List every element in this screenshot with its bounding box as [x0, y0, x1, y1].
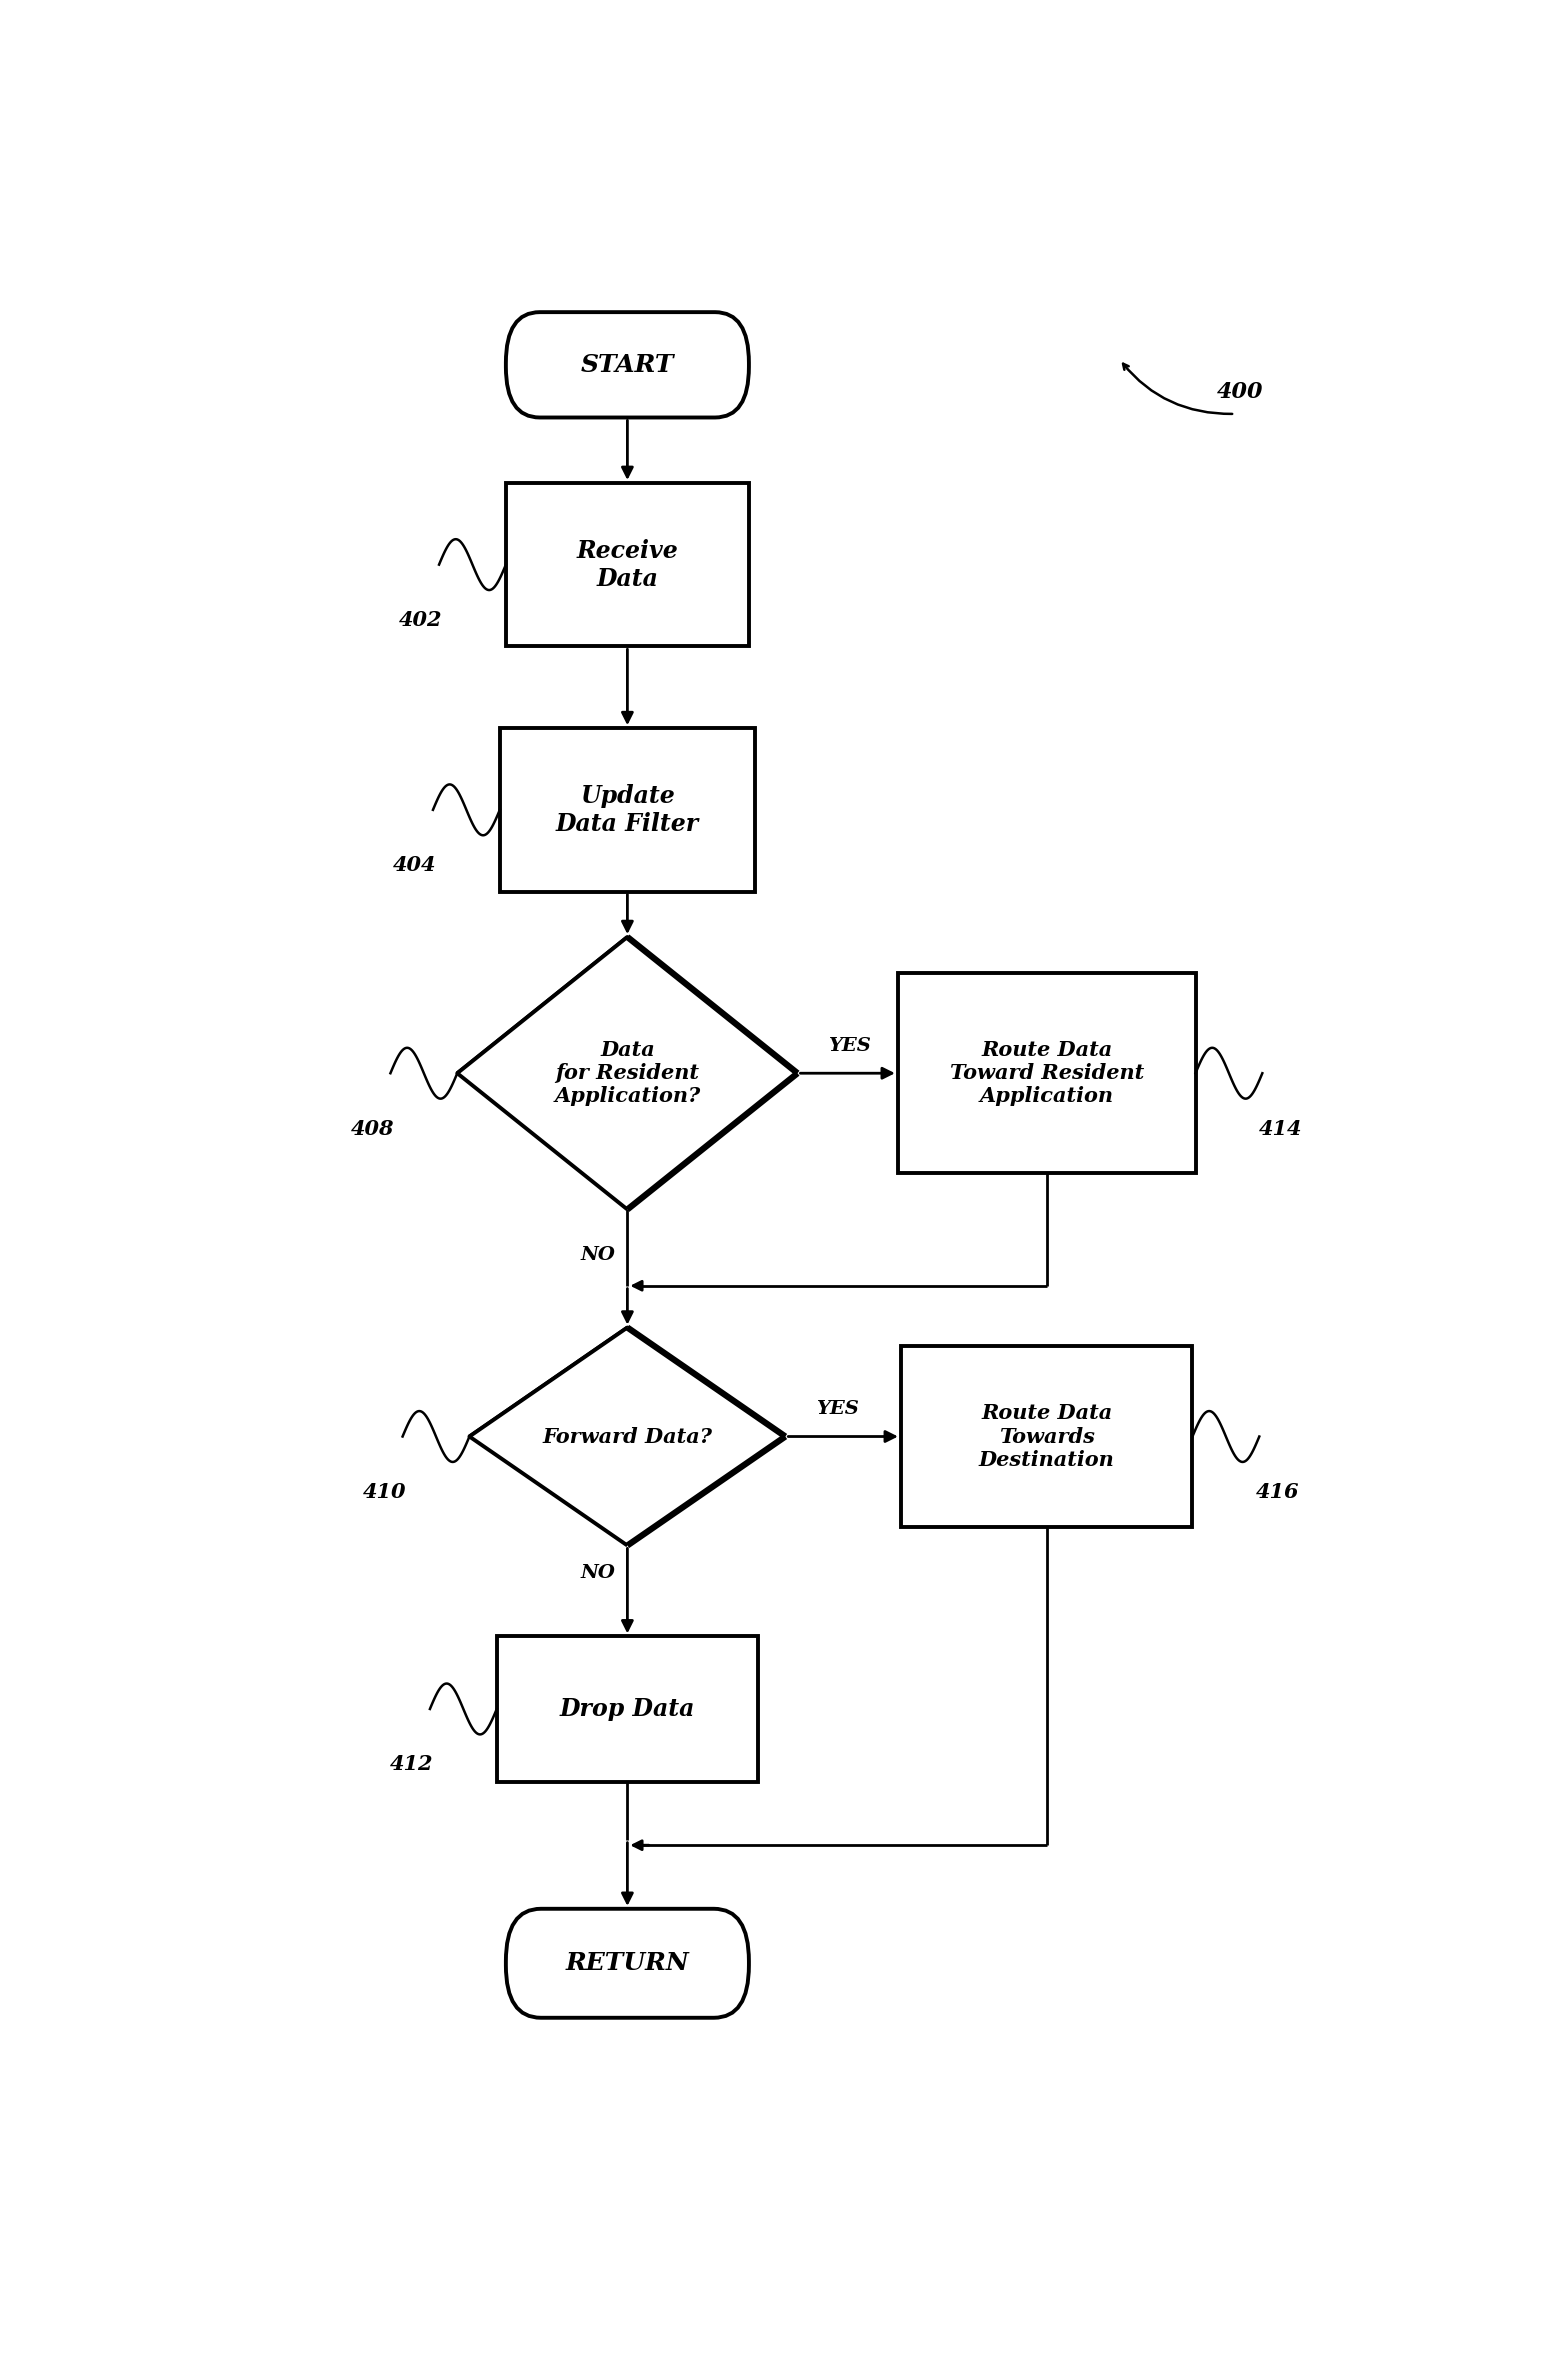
FancyBboxPatch shape — [506, 311, 750, 418]
Text: NO: NO — [580, 1246, 615, 1264]
Bar — [497, 1637, 757, 1781]
Text: NO: NO — [580, 1564, 615, 1581]
Text: Route Data
Towards
Destination: Route Data Towards Destination — [978, 1404, 1115, 1470]
Text: RETURN: RETURN — [566, 1951, 690, 1974]
Text: 410: 410 — [362, 1481, 406, 1503]
FancyBboxPatch shape — [506, 1908, 750, 2017]
Polygon shape — [458, 937, 798, 1210]
Text: Route Data
Toward Resident
Application: Route Data Toward Resident Application — [950, 1040, 1143, 1106]
Text: YES: YES — [828, 1038, 870, 1054]
Bar — [506, 484, 750, 646]
Text: 400: 400 — [1217, 382, 1264, 403]
Text: Update
Data Filter: Update Data Filter — [555, 783, 699, 835]
Text: Drop Data: Drop Data — [560, 1696, 695, 1722]
Bar — [900, 1345, 1192, 1526]
Text: 402: 402 — [400, 611, 442, 630]
Text: START: START — [580, 354, 674, 377]
Text: 412: 412 — [390, 1755, 433, 1774]
Text: 404: 404 — [394, 856, 436, 875]
Text: 408: 408 — [351, 1118, 394, 1139]
Bar — [500, 729, 754, 892]
Bar — [898, 974, 1195, 1172]
Text: 416: 416 — [1256, 1481, 1300, 1503]
Text: Receive
Data: Receive Data — [577, 538, 679, 590]
Text: Data
for Resident
Application?: Data for Resident Application? — [554, 1040, 701, 1106]
Polygon shape — [469, 1328, 786, 1545]
Text: Forward Data?: Forward Data? — [543, 1427, 712, 1446]
Text: YES: YES — [815, 1401, 859, 1418]
Text: 414: 414 — [1259, 1118, 1303, 1139]
